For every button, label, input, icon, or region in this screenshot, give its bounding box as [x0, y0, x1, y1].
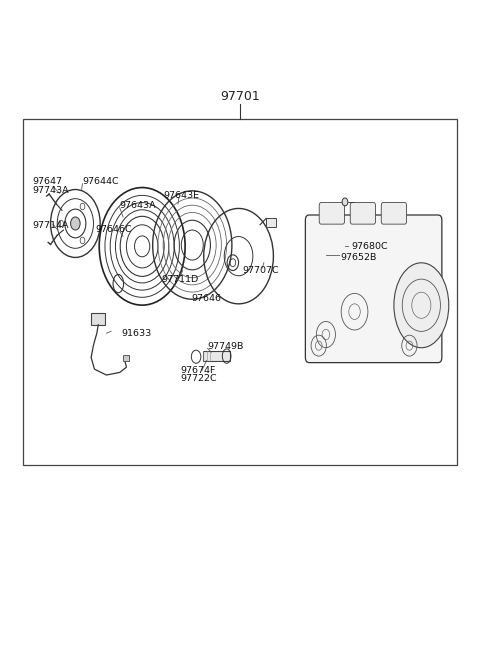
- FancyBboxPatch shape: [319, 203, 345, 224]
- Text: 97680C: 97680C: [352, 242, 388, 251]
- Bar: [203, 351, 230, 361]
- FancyBboxPatch shape: [305, 215, 442, 363]
- Text: 97711D: 97711D: [161, 275, 199, 284]
- Text: 97644C: 97644C: [83, 177, 119, 186]
- Text: 97674F: 97674F: [180, 366, 216, 375]
- Text: 91633: 91633: [121, 329, 152, 338]
- Bar: [123, 356, 129, 361]
- Text: 97714A: 97714A: [32, 221, 69, 230]
- FancyBboxPatch shape: [381, 203, 407, 224]
- Text: 97643E: 97643E: [164, 191, 200, 200]
- Text: 97707C: 97707C: [243, 266, 279, 275]
- Circle shape: [71, 217, 80, 230]
- Ellipse shape: [394, 263, 449, 348]
- Circle shape: [342, 198, 348, 206]
- FancyBboxPatch shape: [350, 203, 375, 224]
- Text: 97646: 97646: [192, 294, 221, 303]
- Text: 97701: 97701: [220, 90, 260, 102]
- Text: 97647: 97647: [32, 177, 62, 186]
- Text: 97652B: 97652B: [340, 253, 377, 262]
- Bar: [91, 313, 106, 325]
- Text: 97743A: 97743A: [32, 186, 69, 195]
- Text: 97749B: 97749B: [207, 342, 244, 351]
- Text: 97722C: 97722C: [180, 375, 217, 384]
- Bar: [23, 119, 457, 465]
- Bar: [266, 218, 276, 228]
- Text: 97643A: 97643A: [120, 201, 156, 211]
- Text: 97646C: 97646C: [95, 225, 132, 234]
